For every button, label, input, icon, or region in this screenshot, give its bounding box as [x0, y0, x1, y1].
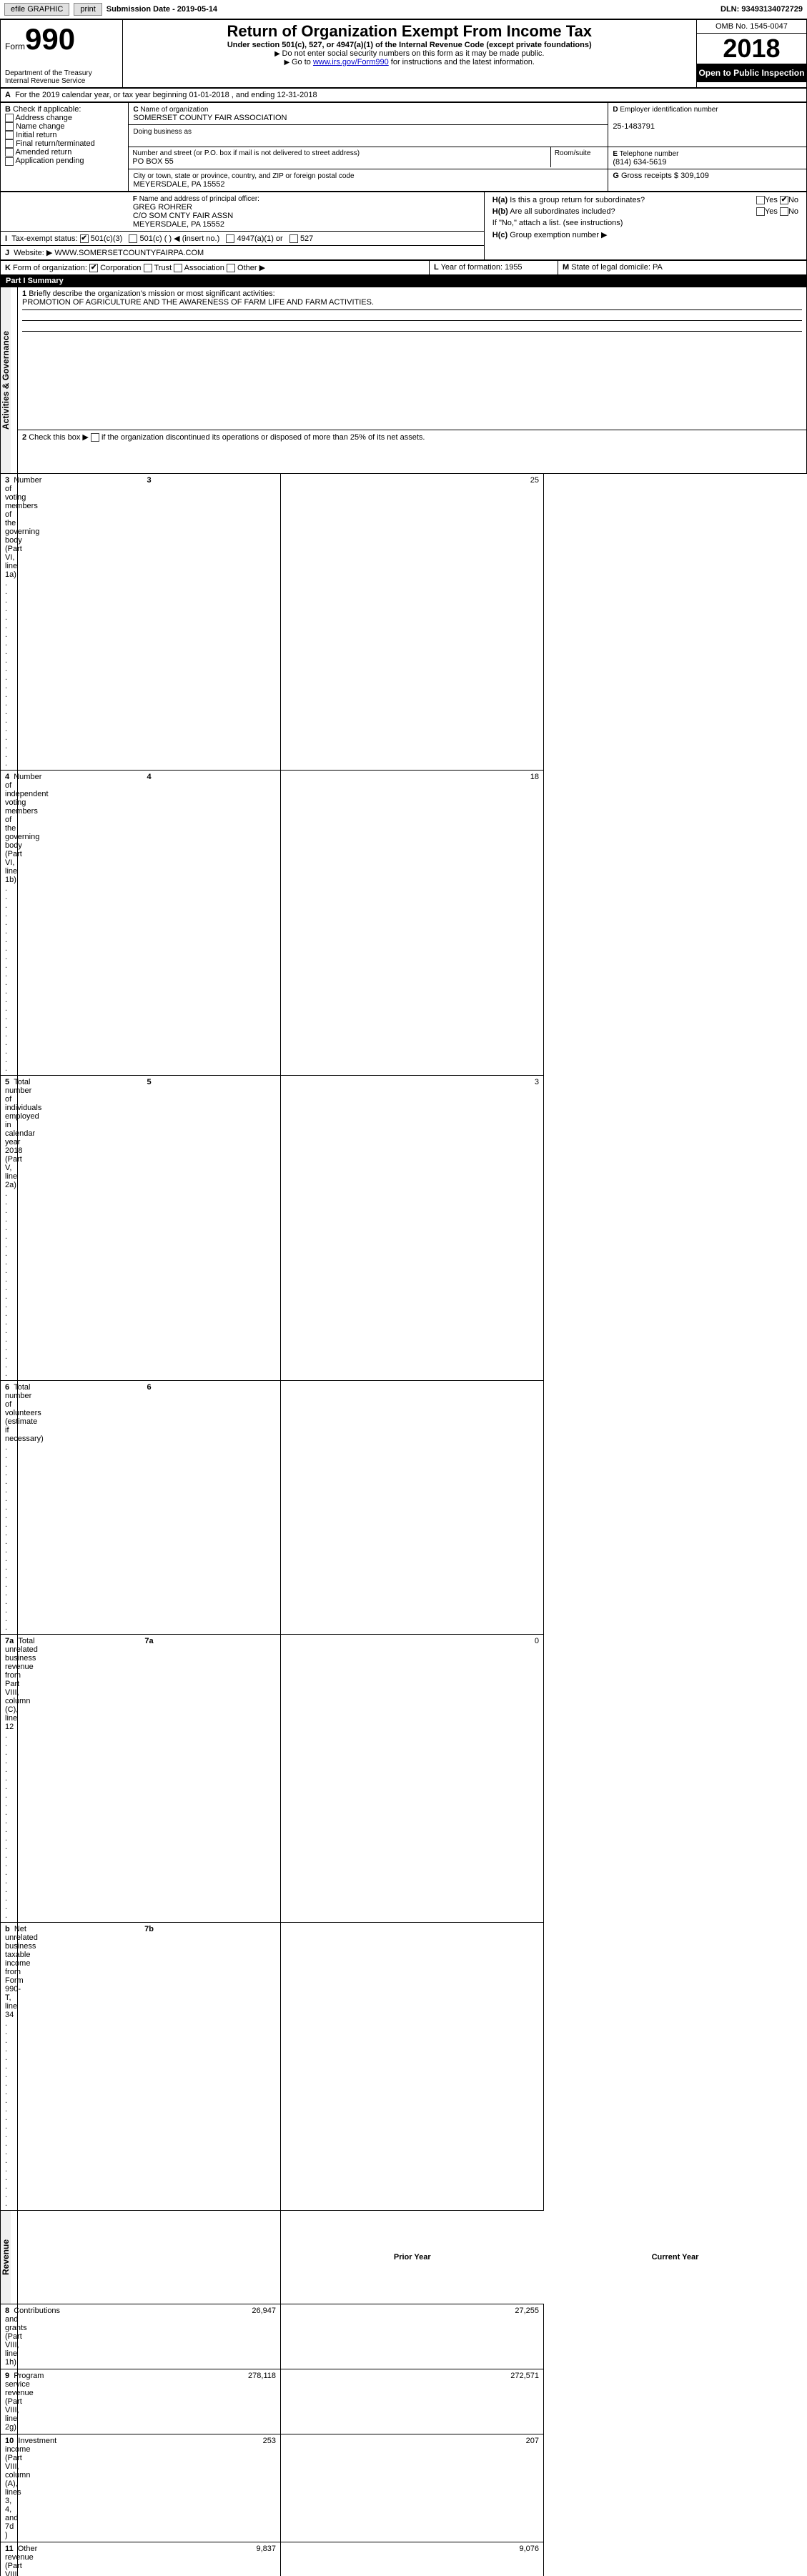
chk-527[interactable] [289, 234, 298, 243]
b-opt-5: Application pending [15, 157, 84, 165]
hb-no[interactable] [780, 207, 788, 216]
c-name-label: Name of organization [140, 106, 208, 114]
i-opt0: 501(c)(3) [91, 234, 123, 243]
goto-suffix: for instructions and the latest informat… [389, 58, 535, 66]
instruction-link: Go to www.irs.gov/Form990 for instructio… [127, 58, 692, 66]
chk-amended[interactable] [5, 148, 14, 157]
k-opt1: Trust [154, 264, 172, 272]
instruction-ssn: Do not enter social security numbers on … [127, 49, 692, 58]
chk-name-change[interactable] [5, 122, 14, 131]
officer-line3: MEYERSDALE, PA 15552 [133, 220, 224, 229]
chk-501c[interactable] [129, 234, 137, 243]
part1-table: Activities & Governance 1 Briefly descri… [0, 287, 807, 2576]
ha-no-lbl: No [788, 196, 798, 204]
dba-label: Doing business as [133, 128, 192, 136]
q2-label: Check this box ▶ [29, 433, 89, 442]
i-opt3: 527 [300, 234, 313, 243]
line-a-text: For the 2019 calendar year, or tax year … [15, 91, 317, 99]
hc-text: Group exemption number ▶ [510, 231, 607, 239]
col-prior: Prior Year [281, 2211, 544, 2304]
chk-corp[interactable] [89, 264, 98, 272]
tax-year: 2018 [697, 34, 806, 64]
e-label: Telephone number [620, 150, 679, 158]
q2b-label: if the organization discontinued its ope… [102, 433, 425, 442]
identity-block: B Check if applicable: Address change Na… [0, 102, 807, 192]
hb-yes-lbl: Yes [765, 207, 778, 216]
k-opt2: Association [184, 264, 224, 272]
f-label: Name and address of principal officer: [139, 195, 259, 203]
q1-answer: PROMOTION OF AGRICULTURE AND THE AWARENE… [22, 298, 374, 307]
room-label: Room/suite [555, 149, 591, 157]
j-label: Website: ▶ [14, 249, 52, 257]
chk-assoc[interactable] [174, 264, 182, 272]
form-header: Form990 Department of the Treasury Inter… [0, 19, 807, 88]
k-opt0: Corporation [100, 264, 141, 272]
street-value: PO BOX 55 [132, 157, 173, 166]
print-button[interactable]: print [74, 3, 102, 16]
l-label: Year of formation: [441, 263, 502, 272]
hb-text: Are all subordinates included? [510, 207, 615, 216]
website-value: WWW.SOMERSETCOUNTYFAIRPA.COM [54, 249, 204, 257]
chk-4947[interactable] [226, 234, 234, 243]
city-label: City or town, state or province, country… [133, 172, 354, 180]
b-opt-2: Initial return [16, 131, 56, 139]
hb-yes[interactable] [756, 207, 765, 216]
hb-note: If "No," attach a list. (see instruction… [489, 217, 802, 229]
form-title: Return of Organization Exempt From Incom… [127, 22, 692, 41]
city-value: MEYERSDALE, PA 15552 [133, 180, 224, 189]
ha-yes-lbl: Yes [765, 196, 778, 204]
omb-number: OMB No. 1545-0047 [697, 20, 806, 34]
ha-no[interactable] [780, 196, 788, 204]
goto-prefix: Go to [292, 58, 313, 66]
dept-treasury: Department of the Treasury Internal Reve… [5, 69, 118, 85]
chk-discontinued[interactable] [91, 433, 99, 442]
chk-other[interactable] [227, 264, 235, 272]
i-label: Tax-exempt status: [11, 234, 77, 243]
part1-bar: Part I Summary [0, 275, 807, 287]
efile-button[interactable]: efile GRAPHIC [4, 3, 69, 16]
chk-trust[interactable] [144, 264, 152, 272]
top-toolbar: efile GRAPHIC print Submission Date - 20… [0, 0, 807, 19]
chk-final-return[interactable] [5, 139, 14, 148]
chk-501c3[interactable] [80, 234, 89, 243]
org-name: SOMERSET COUNTY FAIR ASSOCIATION [133, 114, 287, 122]
form-number: 990 [25, 22, 75, 56]
k-label: Form of organization: [13, 264, 87, 272]
i-opt2: 4947(a)(1) or [237, 234, 283, 243]
ha-yes[interactable] [756, 196, 765, 204]
g-label: Gross receipts $ [621, 172, 678, 180]
m-value: PA [653, 263, 663, 272]
b-opt-0: Address change [15, 114, 72, 122]
dln-value: DLN: 93493134072729 [721, 5, 803, 14]
b-label: Check if applicable: [13, 105, 81, 114]
form-label: Form [5, 41, 25, 51]
officer-line2: C/O SOM CNTY FAIR ASSN [133, 212, 233, 220]
k-opt3: Other ▶ [237, 264, 265, 272]
chk-initial-return[interactable] [5, 131, 14, 139]
officer-name: GREG ROHRER [133, 203, 192, 212]
phone-value: (814) 634-5619 [613, 158, 666, 167]
chk-app-pending[interactable] [5, 157, 14, 166]
b-opt-1: Name change [16, 122, 65, 131]
chk-address-change[interactable] [5, 114, 14, 122]
b-opt-4: Amended return [15, 148, 71, 157]
q1-label: Briefly describe the organization's miss… [29, 289, 274, 298]
street-label: Number and street (or P.O. box if mail i… [132, 149, 360, 157]
gross-receipts: 309,109 [680, 172, 709, 180]
submission-date: Submission Date - 2019-05-14 [107, 5, 217, 14]
vlabel-gov: Activities & Governance [1, 287, 11, 473]
public-inspection-badge: Open to Public Inspection [697, 64, 806, 82]
ein-value: 25-1483791 [613, 122, 655, 131]
hb-no-lbl: No [788, 207, 798, 216]
form-subtitle: Under section 501(c), 527, or 4947(a)(1)… [127, 41, 692, 49]
l-value: 1955 [505, 263, 522, 272]
vlabel-rev: Revenue [1, 2211, 11, 2304]
b-opt-3: Final return/terminated [16, 139, 95, 148]
col-current: Current Year [544, 2211, 807, 2304]
d-label: Employer identification number [620, 106, 718, 114]
m-label: State of legal domicile: [571, 263, 650, 272]
irs-link[interactable]: www.irs.gov/Form990 [313, 58, 389, 66]
ha-text: Is this a group return for subordinates? [510, 196, 645, 204]
i-opt1: 501(c) ( ) ◀ (insert no.) [140, 234, 220, 243]
